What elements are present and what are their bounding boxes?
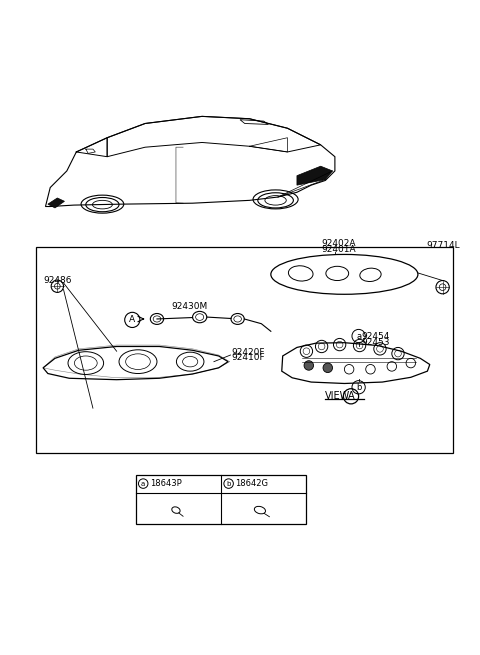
Circle shape xyxy=(304,361,313,370)
Text: b: b xyxy=(356,383,361,392)
Text: A: A xyxy=(348,391,354,402)
Circle shape xyxy=(323,363,333,373)
Polygon shape xyxy=(297,166,333,185)
Text: 97714L: 97714L xyxy=(426,242,460,250)
Text: VIEW: VIEW xyxy=(325,391,351,402)
Text: 92402A: 92402A xyxy=(322,239,356,248)
Bar xyxy=(36,247,454,453)
Text: 18643P: 18643P xyxy=(150,479,181,488)
Text: b: b xyxy=(227,481,231,487)
Text: a: a xyxy=(141,481,145,487)
Text: 92420F: 92420F xyxy=(231,348,265,357)
Bar xyxy=(136,475,306,525)
Text: 92401A: 92401A xyxy=(322,245,356,253)
Text: 92453: 92453 xyxy=(361,338,389,347)
Text: 92486: 92486 xyxy=(43,276,72,284)
Polygon shape xyxy=(48,198,64,208)
Text: a: a xyxy=(356,331,361,341)
Text: A: A xyxy=(129,316,135,324)
Text: 92410F: 92410F xyxy=(231,353,265,362)
Text: 92454: 92454 xyxy=(361,333,389,341)
Text: 18642G: 18642G xyxy=(235,479,268,488)
Text: 92430M: 92430M xyxy=(171,302,207,310)
